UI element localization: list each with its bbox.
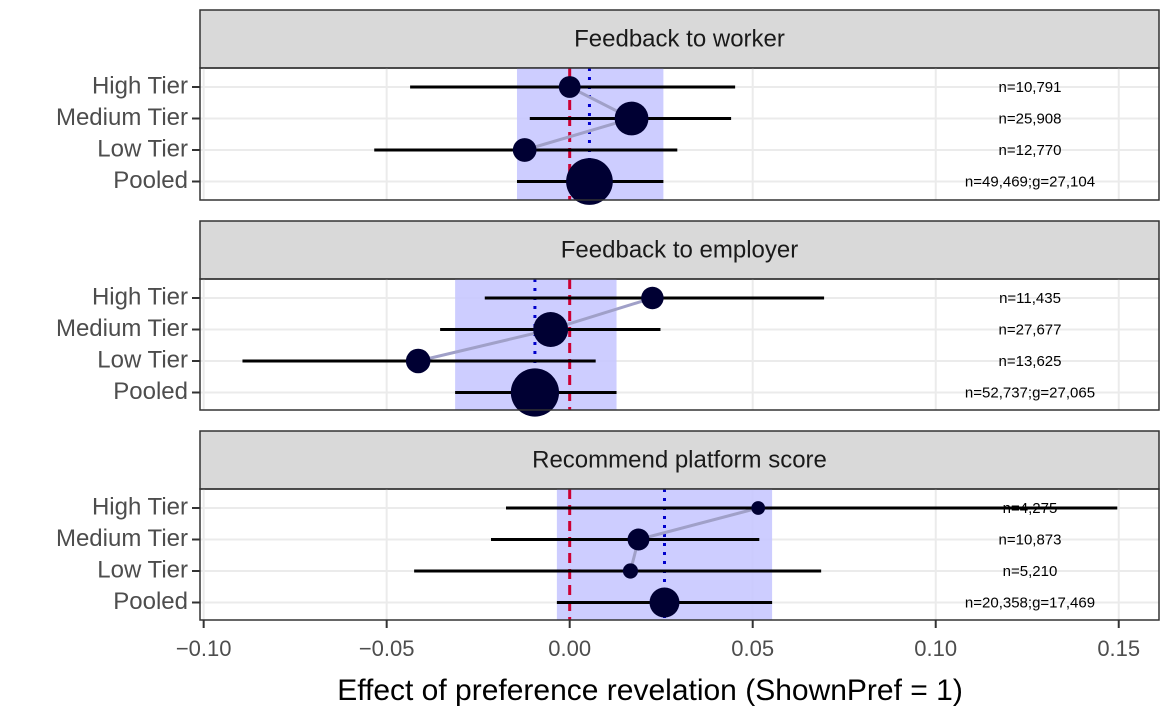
point — [558, 76, 581, 98]
sample-size-label: n=49,469;g=27,104 — [965, 173, 1095, 190]
sample-size-label: n=12,770 — [999, 142, 1062, 159]
point — [649, 587, 680, 618]
point — [614, 101, 649, 136]
y-tick-label: High Tier — [92, 72, 188, 99]
sample-size-label: n=52,737;g=27,065 — [965, 384, 1095, 401]
sample-size-label: n=4,275 — [1003, 500, 1058, 517]
point — [622, 563, 639, 579]
point — [510, 368, 560, 417]
strip-title: Recommend platform score — [532, 446, 827, 473]
strip — [199, 430, 1160, 490]
sample-size-label: n=5,210 — [1003, 563, 1058, 580]
y-tick-label: High Tier — [92, 493, 188, 520]
y-tick-label: Low Tier — [97, 135, 188, 162]
y-tick-label: Medium Tier — [56, 315, 188, 342]
y-tick-label: Low Tier — [97, 556, 188, 583]
x-tick-label: −0.10 — [176, 636, 232, 661]
point — [566, 158, 613, 205]
panel-border — [199, 488, 1160, 621]
point — [405, 348, 431, 374]
sample-size-label: n=25,908 — [999, 110, 1062, 127]
sample-size-label: n=10,791 — [999, 79, 1062, 96]
x-tick-label: 0.05 — [731, 636, 774, 661]
sample-size-label: n=11,435 — [999, 290, 1061, 307]
point — [512, 138, 537, 162]
y-tick-label: Pooled — [113, 588, 188, 615]
strip — [199, 9, 1160, 69]
sample-size-label: n=10,873 — [999, 531, 1062, 548]
x-tick-label: 0.00 — [548, 636, 591, 661]
strip-title: Feedback to employer — [561, 236, 798, 263]
y-tick-label: Medium Tier — [56, 104, 188, 131]
y-tick-label: Pooled — [113, 167, 188, 194]
point — [641, 286, 664, 310]
strip-title: Feedback to worker — [574, 25, 785, 52]
y-tick-label: High Tier — [92, 283, 188, 310]
strip — [199, 220, 1160, 280]
x-axis-title: Effect of preference revelation (ShownPr… — [337, 674, 963, 707]
point — [627, 528, 650, 551]
sample-size-label: n=27,677 — [999, 321, 1062, 338]
x-tick-label: 0.15 — [1097, 636, 1140, 661]
y-tick-label: Low Tier — [97, 346, 188, 373]
sample-size-label: n=20,358;g=17,469 — [965, 594, 1095, 611]
panel-border — [199, 67, 1160, 201]
sample-size-label: n=13,625 — [999, 353, 1062, 370]
x-tick-label: −0.05 — [359, 636, 415, 661]
y-tick-label: Medium Tier — [56, 525, 188, 552]
x-tick-label: 0.10 — [914, 636, 957, 661]
y-tick-label: Pooled — [113, 378, 188, 405]
panel-border — [199, 278, 1160, 411]
point — [751, 501, 766, 515]
point — [533, 312, 569, 347]
